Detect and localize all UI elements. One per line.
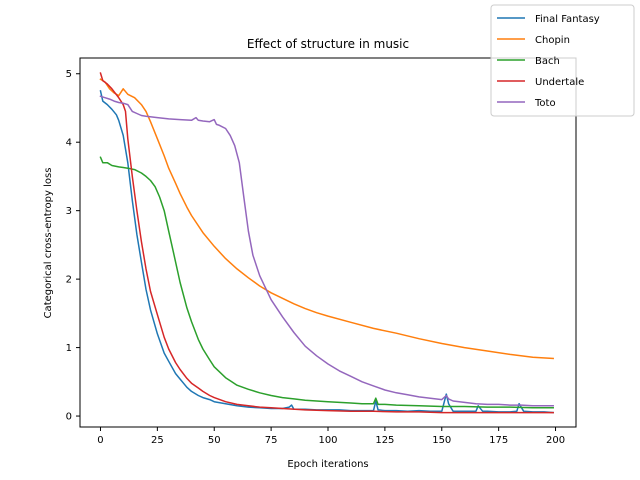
legend-label: Final Fantasy: [535, 14, 600, 25]
x-tick-label: 150: [432, 435, 451, 446]
legend-box: [490, 4, 635, 117]
legend: Final Fantasy Chopin Bach Undertale Toto: [490, 4, 635, 117]
legend-label: Toto: [534, 98, 556, 109]
series-lines: [99, 72, 555, 414]
x-tick-label: 100: [318, 435, 337, 446]
legend-label: Undertale: [535, 77, 584, 88]
y-axis-label: Categorical cross-entropy loss: [43, 168, 54, 319]
x-axis-label: Epoch iterations: [287, 459, 368, 470]
x-tick-label: 200: [546, 435, 565, 446]
y-tick-label: 3: [66, 206, 72, 217]
x-tick-label: 75: [265, 435, 278, 446]
legend-label: Chopin: [535, 35, 570, 46]
y-tick-label: 5: [66, 69, 72, 80]
x-tick-label: 175: [489, 435, 508, 446]
y-tick-label: 0: [66, 412, 72, 423]
y-tick-label: 2: [66, 275, 72, 286]
y-axis-ticks: 0 1 2 3 4 5: [66, 69, 80, 423]
y-tick-label: 4: [66, 138, 72, 149]
series-line-undertale: [99, 72, 554, 414]
series-line-chopin: [99, 78, 554, 360]
x-tick-label: 25: [151, 435, 164, 446]
x-tick-label: 50: [208, 435, 221, 446]
y-tick-label: 1: [66, 343, 72, 354]
series-line-final-fantasy: [99, 90, 555, 414]
x-axis-ticks: 0 25 50 75 100 125 150 175 200: [97, 427, 565, 446]
chart-title: Effect of structure in music: [247, 37, 409, 51]
series-line-bach: [99, 156, 554, 409]
legend-label: Bach: [535, 56, 560, 67]
x-tick-label: 0: [97, 435, 103, 446]
series-line-toto: [99, 95, 554, 407]
x-tick-label: 125: [375, 435, 394, 446]
